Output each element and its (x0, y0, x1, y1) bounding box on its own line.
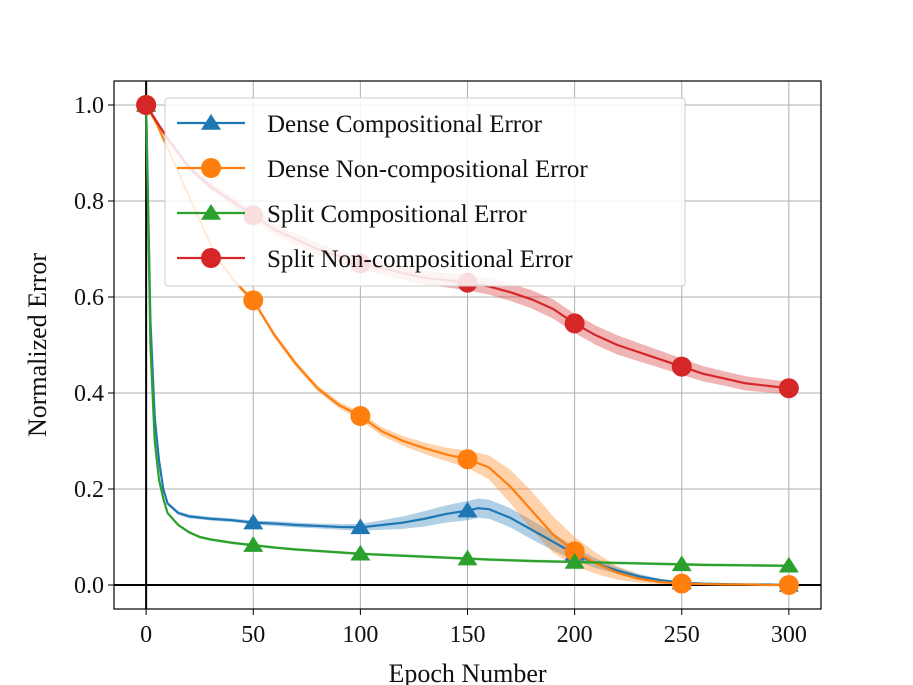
y-tick-label: 0.2 (74, 477, 104, 503)
x-tick-label: 300 (771, 622, 807, 648)
dense-compositional-error-marker (457, 501, 478, 518)
y-tick-label: 0.6 (74, 285, 104, 311)
x-tick-label: 250 (664, 622, 700, 648)
legend-marker-split-non-compositional-error (201, 248, 221, 268)
axis-ticks: 0 50 100 150 200 250 300 0.0 0.2 0.4 0.6 0.8 1.0 (74, 93, 807, 648)
split-compositional-error-marker (778, 556, 799, 573)
x-tick-label: 50 (241, 622, 265, 648)
x-tick-label: 200 (557, 622, 593, 648)
split-compositional-error-marker (564, 552, 585, 569)
y-tick-label: 0.8 (74, 189, 104, 215)
y-axis-label: Normalized Error (23, 253, 52, 437)
split-non-compositional-error-marker (564, 313, 585, 334)
legend-label-split-non-compositional-error: Split Non-compositional Error (267, 246, 573, 273)
legend-marker-dense-non-compositional-error (201, 158, 221, 178)
split-non-compositional-error-marker (136, 95, 157, 115)
dense-compositional-error-marker (243, 513, 264, 530)
dense-non-compositional-error-marker (564, 541, 585, 562)
split-compositional-error-marker (671, 555, 692, 572)
y-tick-label: 1.0 (74, 93, 104, 119)
legend-marker-split-compositional-error (201, 204, 221, 220)
x-tick-label: 0 (140, 622, 152, 648)
x-axis-label: Epoch Number (388, 659, 546, 685)
legend-label-dense-non-compositional-error: Dense Non-compositional Error (267, 156, 588, 183)
split-non-compositional-error-marker (671, 356, 692, 377)
x-tick-label: 150 (450, 622, 486, 648)
dense-non-compositional-error-marker (778, 575, 799, 595)
legend-label-dense-compositional-error: Dense Compositional Error (267, 111, 543, 138)
legend-label-split-compositional-error: Split Compositional Error (267, 201, 527, 228)
split-compositional-error-marker (457, 549, 478, 566)
legend-marker-dense-compositional-error (201, 114, 221, 130)
y-tick-label: 0.4 (74, 381, 104, 407)
x-tick-label: 100 (342, 622, 378, 648)
legend: Dense Compositional Error Dense Non-compo… (164, 97, 686, 287)
split-compositional-error-marker (243, 536, 264, 552)
legend-box (164, 97, 686, 287)
dense-compositional-error-marker (350, 518, 371, 535)
dense-non-compositional-error-marker (457, 449, 478, 470)
dense-non-compositional-error-marker (243, 290, 264, 311)
y-tick-label: 0.0 (74, 573, 104, 599)
dense-compositional-error-line (145, 104, 789, 587)
dense-non-compositional-error-marker (350, 406, 371, 427)
split-compositional-error-marker (350, 544, 371, 561)
split-non-compositional-error-marker (778, 378, 799, 399)
split-compositional-error-line (145, 104, 789, 567)
dense-non-compositional-error-marker (671, 573, 692, 594)
